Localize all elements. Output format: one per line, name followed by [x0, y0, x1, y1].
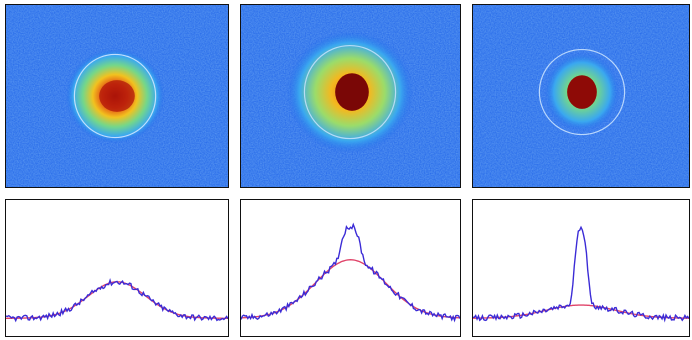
cloud-image-3 — [473, 5, 689, 187]
profile-panel-1 — [5, 199, 229, 337]
fit-ring — [73, 53, 157, 139]
condensate-core — [335, 73, 369, 111]
profile-curve — [241, 222, 460, 323]
profile-plot-2 — [241, 222, 460, 323]
fit-ring — [303, 44, 397, 140]
fit-curve — [6, 281, 228, 319]
fit-curve — [241, 259, 460, 319]
cloud-image-1 — [6, 5, 228, 187]
image-panel-3 — [472, 4, 690, 188]
profile-curve — [473, 225, 689, 323]
profile-curve — [6, 278, 228, 323]
profile-panel-2 — [240, 199, 461, 337]
profile-plot-3 — [473, 225, 689, 323]
fit-ring — [538, 48, 626, 136]
condensate-core — [567, 75, 597, 109]
cloud-hotspot — [99, 80, 135, 112]
image-panel-2 — [240, 4, 461, 188]
profile-plot-1 — [6, 278, 228, 323]
image-panel-1 — [5, 4, 229, 188]
profile-panel-3 — [472, 199, 690, 337]
cloud-image-2 — [241, 5, 460, 187]
